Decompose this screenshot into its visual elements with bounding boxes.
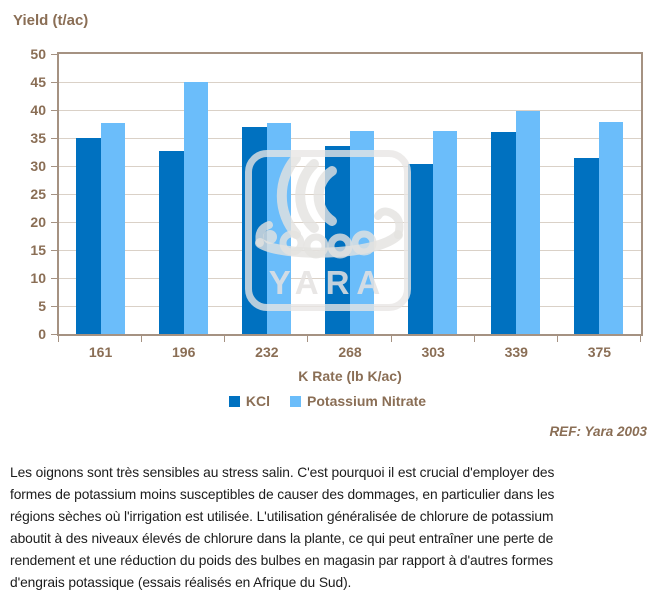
y-tick-label: 20 <box>30 214 46 230</box>
bar-kcl-268 <box>325 146 350 334</box>
bar-potassium-nitrate-303 <box>433 130 458 334</box>
y-tick-mark <box>51 82 57 83</box>
y-tick-mark <box>51 194 57 195</box>
legend-swatch-icon <box>290 395 302 407</box>
x-tick-label: 161 <box>88 344 113 360</box>
x-tick-label: 196 <box>172 344 196 360</box>
caption-line: aboutit à des niveaux élevés de chlorure… <box>10 531 554 546</box>
gridline <box>59 109 641 111</box>
bar-kcl-339 <box>491 132 517 334</box>
bar-kcl-232 <box>241 127 267 334</box>
x-axis-title: K Rate (lb K/ac) <box>298 368 402 384</box>
y-tick-mark <box>51 110 57 111</box>
bar-potassium-nitrate-375 <box>599 122 624 334</box>
bar-kcl-303 <box>408 163 434 334</box>
bar-potassium-nitrate-196 <box>183 82 208 334</box>
bar-potassium-nitrate-339 <box>516 111 541 334</box>
caption-line: régions sèches où l'irrigation est utili… <box>10 509 554 524</box>
x-tick-label: 339 <box>504 344 528 360</box>
caption-line: formes de potassium moins susceptibles d… <box>10 487 555 502</box>
y-tick-label: 15 <box>30 242 46 258</box>
y-tick-mark <box>51 166 57 167</box>
reference-note: REF: Yara 2003 <box>549 424 647 439</box>
caption-line: d'engrais potassique (essais réalisés en… <box>10 575 352 590</box>
x-tick-mark <box>390 336 392 342</box>
x-tick-mark <box>141 336 143 342</box>
legend-label: Potassium Nitrate <box>307 393 427 409</box>
y-tick-label: 30 <box>30 158 46 174</box>
y-tick-mark <box>51 334 57 335</box>
x-tick-label: 303 <box>421 344 445 360</box>
y-tick-mark <box>51 250 57 251</box>
legend-item: Potassium Nitrate <box>290 393 426 409</box>
gridline <box>59 81 641 83</box>
legend-label: KCl <box>245 393 271 409</box>
chart-title: Yield (t/ac) <box>13 12 89 29</box>
x-tick-label: 232 <box>255 344 279 360</box>
x-tick-mark <box>473 336 475 342</box>
x-tick-mark <box>307 336 309 342</box>
y-tick-mark <box>51 54 57 55</box>
y-tick-mark <box>51 222 57 223</box>
y-tick-label: 45 <box>30 74 46 90</box>
y-tick-label: 5 <box>38 298 46 314</box>
y-tick-mark <box>51 138 57 139</box>
legend: KCl Potassium Nitrate <box>0 393 655 409</box>
y-tick-label: 0 <box>38 326 46 342</box>
legend-item: KCl <box>228 393 271 409</box>
bar-kcl-161 <box>75 138 101 334</box>
x-tick-label: 375 <box>587 344 612 360</box>
bar-kcl-375 <box>574 157 600 334</box>
caption-line: rendement et une réduction du poids des … <box>10 553 554 568</box>
x-tick-mark <box>640 336 641 342</box>
x-tick-label: 268 <box>338 344 362 360</box>
y-tick-label: 10 <box>30 270 46 286</box>
y-tick-mark <box>51 306 57 307</box>
caption-line: Les oignons sont très sensibles au stres… <box>10 465 555 480</box>
x-tick-mark <box>224 336 226 342</box>
y-tick-label: 50 <box>30 46 46 62</box>
legend-swatch-icon <box>228 395 240 407</box>
y-tick-label: 35 <box>30 130 46 146</box>
y-tick-mark <box>51 278 57 279</box>
x-tick-mark <box>58 336 59 342</box>
y-tick-label: 40 <box>30 102 46 118</box>
bar-potassium-nitrate-161 <box>100 123 125 334</box>
bar-potassium-nitrate-232 <box>266 123 291 334</box>
bar-potassium-nitrate-268 <box>350 130 374 334</box>
plot-area <box>57 52 643 336</box>
x-tick-mark <box>556 336 558 342</box>
caption-paragraph: Les oignons sont très sensibles au stres… <box>10 462 655 594</box>
bar-kcl-196 <box>158 151 184 334</box>
y-tick-label: 25 <box>30 186 46 202</box>
